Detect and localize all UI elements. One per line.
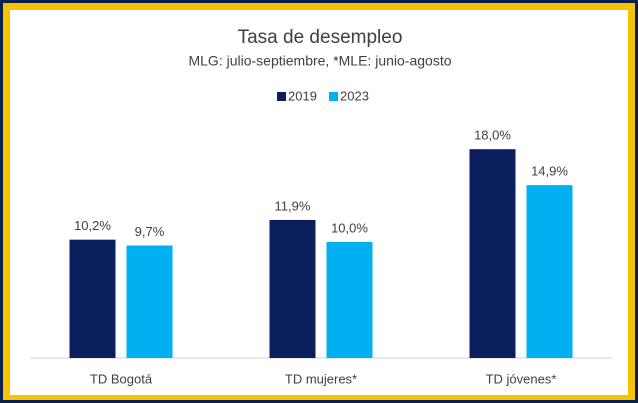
bar <box>69 239 116 358</box>
value-label: 10,2% <box>74 218 111 233</box>
category-label: TD jóvenes* <box>486 371 557 386</box>
value-label: 9,7% <box>135 224 165 239</box>
bar <box>526 185 573 358</box>
legend-label: 2023 <box>340 88 369 103</box>
bar <box>269 219 316 358</box>
value-label: 14,9% <box>531 164 568 179</box>
bar <box>469 149 516 358</box>
category-label: TD Bogotá <box>90 371 153 386</box>
legend-swatch <box>329 92 338 101</box>
chart-title: Tasa de desempleo <box>238 27 403 48</box>
value-label: 11,9% <box>275 198 311 213</box>
bar <box>326 242 373 358</box>
value-label: 18,0% <box>474 128 511 143</box>
legend-label: 2019 <box>288 88 317 103</box>
chart-subtitle: MLG: julio-septiembre, *MLE: junio-agost… <box>188 53 451 69</box>
legend-swatch <box>277 92 286 101</box>
value-label: 10,0% <box>331 220 368 235</box>
bar <box>126 245 173 358</box>
category-label: TD mujeres* <box>285 371 357 386</box>
